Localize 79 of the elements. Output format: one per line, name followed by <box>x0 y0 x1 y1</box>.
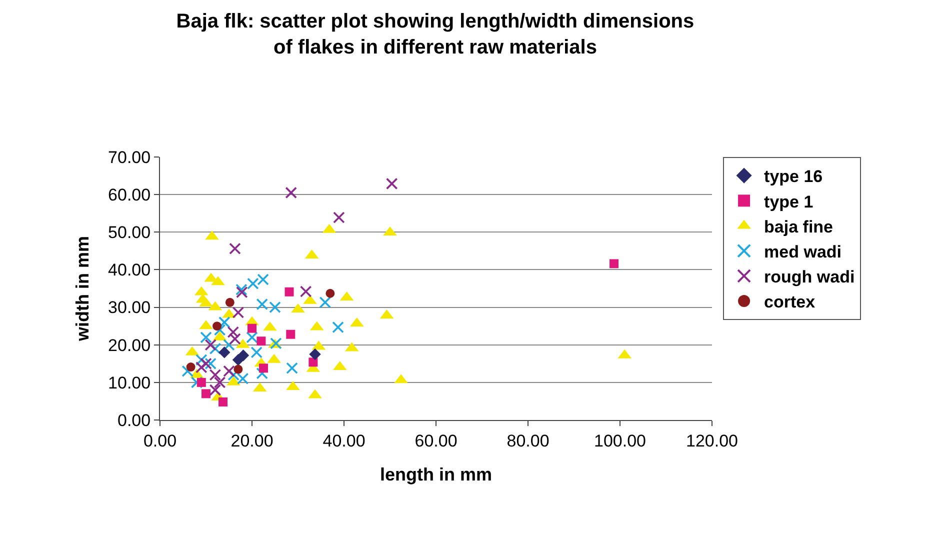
x-axis-title: length in mm <box>380 464 492 484</box>
x-tick-label: 120.00 <box>686 431 738 450</box>
point <box>236 286 248 298</box>
y-tick-label: 70.00 <box>108 148 151 167</box>
point <box>248 324 256 333</box>
point <box>250 346 262 358</box>
point <box>214 324 226 336</box>
point <box>232 306 244 318</box>
point <box>300 286 312 298</box>
y-tick-label: 40.00 <box>108 260 151 280</box>
point <box>257 274 269 286</box>
point <box>256 336 266 346</box>
point <box>308 358 318 367</box>
point <box>204 338 216 351</box>
x-tick-label: 100.00 <box>594 431 646 450</box>
point <box>309 348 321 360</box>
point <box>225 298 234 307</box>
x-tick-label: 0.00 <box>143 431 177 450</box>
point <box>236 284 248 296</box>
chart-title: Baja flk: scatter plot showing length/width dimensions of flakes in different raw materials <box>176 10 694 58</box>
point <box>234 364 243 374</box>
point <box>196 362 208 374</box>
point <box>209 384 222 396</box>
x-tick-label: 60.00 <box>414 431 458 450</box>
point <box>200 358 212 370</box>
y-tick-label: 30.00 <box>108 298 151 318</box>
legend-label: baja fine <box>764 217 834 236</box>
legend-label: med wadi <box>764 242 842 262</box>
point <box>218 316 230 328</box>
point <box>326 288 335 298</box>
point <box>256 368 268 380</box>
legend-label: cortex <box>764 292 816 312</box>
y-tick-label: 0.00 <box>118 410 151 430</box>
y-tick-label: 20.00 <box>108 336 151 355</box>
point <box>218 346 230 358</box>
point <box>246 331 258 344</box>
point <box>332 321 344 334</box>
point <box>204 358 216 370</box>
point <box>196 378 206 387</box>
point <box>284 287 294 296</box>
point <box>286 330 296 339</box>
point <box>232 354 244 366</box>
point <box>202 389 210 398</box>
point <box>259 364 268 373</box>
point <box>218 397 228 406</box>
legend-label: type 16 <box>764 167 823 186</box>
point <box>182 365 194 378</box>
y-axis-title: width in mm <box>72 236 92 342</box>
point <box>286 362 298 374</box>
legend-label: type 1 <box>764 192 814 212</box>
point <box>229 242 241 255</box>
point <box>269 301 281 314</box>
point <box>285 186 297 199</box>
point <box>236 372 249 385</box>
point <box>319 296 332 308</box>
point <box>386 178 398 190</box>
legend-label: rough wadi <box>764 268 855 287</box>
point <box>190 376 203 388</box>
point <box>256 298 268 310</box>
point <box>228 369 240 381</box>
y-tick-label: 50.00 <box>108 223 151 242</box>
point <box>209 369 222 381</box>
point <box>247 278 259 290</box>
point <box>209 342 222 355</box>
x-tick-label: 40.00 <box>322 431 366 450</box>
point <box>186 362 196 372</box>
point <box>229 332 241 345</box>
y-tick-label: 10.00 <box>108 373 151 392</box>
x-tick-label: 80.00 <box>506 431 550 450</box>
point <box>610 259 619 268</box>
point <box>223 365 235 378</box>
point <box>214 376 226 388</box>
y-tick-label: 60.00 <box>108 186 151 205</box>
point <box>227 326 240 338</box>
point <box>196 354 208 366</box>
point <box>333 212 345 224</box>
point <box>212 322 222 331</box>
x-tick-label: 20.00 <box>230 431 274 450</box>
point <box>200 331 212 344</box>
